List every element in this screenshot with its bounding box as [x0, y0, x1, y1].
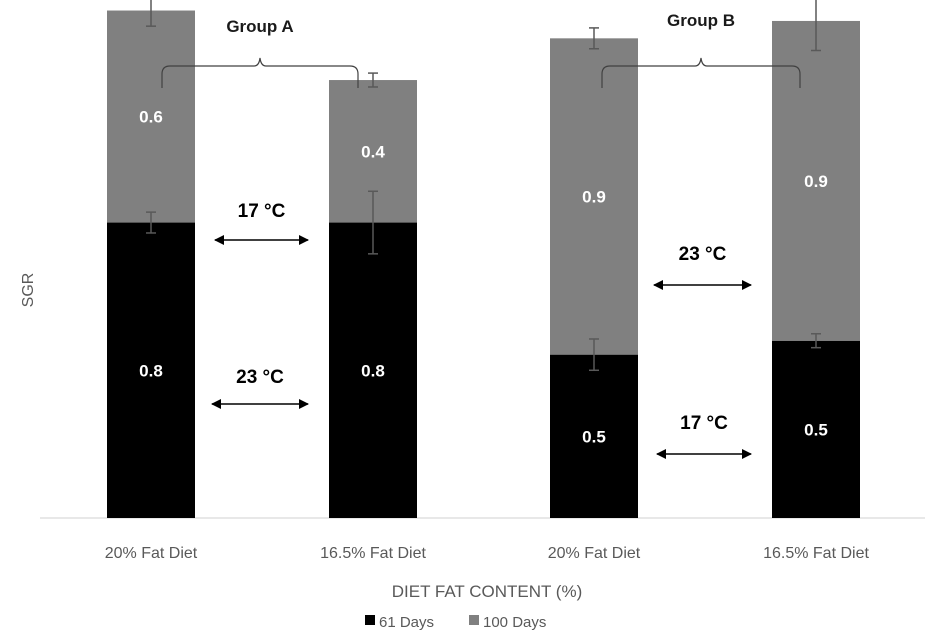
- group-bracket-1: [161, 57, 359, 88]
- data-label-61-days-2: 0.8: [361, 361, 385, 380]
- temperature-label-4: 17 °C: [680, 413, 728, 434]
- temperature-label-2: 23 °C: [236, 367, 284, 388]
- bar-61-days-3: [550, 354, 638, 518]
- data-label-100-days-4: 0.9: [804, 172, 828, 191]
- temperature-label-3: 23 °C: [679, 244, 727, 265]
- x-tick-label-1: 20% Fat Diet: [105, 545, 198, 562]
- legend-label-61-days: 61 Days: [379, 614, 434, 631]
- bar-100-days-1: [107, 10, 195, 223]
- data-label-61-days-1: 0.8: [139, 361, 163, 380]
- bar-100-days-4: [772, 20, 860, 341]
- legend-swatch-61-days: [365, 615, 375, 625]
- group-brackets-layer: Group A Group B: [161, 11, 801, 88]
- legend-label-100-days: 100 Days: [483, 614, 546, 631]
- group-label-1: Group A: [226, 17, 293, 36]
- data-label-100-days-2: 0.4: [361, 142, 385, 161]
- data-label-61-days-3: 0.5: [582, 427, 606, 446]
- data-label-61-days-4: 0.5: [804, 420, 828, 439]
- error-bars-layer: [146, 0, 821, 372]
- bar-61-days-1: [107, 222, 195, 518]
- bar-61-days-4: [772, 340, 860, 518]
- y-axis-title: SGR: [20, 273, 37, 308]
- bar-100-days-3: [550, 38, 638, 355]
- x-tick-label-4: 16.5% Fat Diet: [763, 545, 869, 562]
- x-tick-label-2: 16.5% Fat Diet: [320, 545, 426, 562]
- legend: 61 Days 100 Days: [365, 614, 546, 631]
- legend-swatch-100-days: [469, 615, 479, 625]
- annotations-layer: 17 °C 23 °C 23 °C 17 °C: [211, 201, 752, 459]
- group-bracket-2: [601, 57, 801, 88]
- bar-61-days-2: [329, 222, 417, 518]
- x-tick-label-3: 20% Fat Diet: [548, 545, 641, 562]
- data-label-100-days-1: 0.6: [139, 108, 163, 127]
- data-labels-layer: 0.8 0.6 0.8 0.4 0.5 0.9 0.5 0.9: [139, 108, 828, 447]
- bars-layer: [107, 10, 860, 518]
- data-label-100-days-3: 0.9: [582, 187, 606, 206]
- group-label-2: Group B: [667, 11, 735, 30]
- tick-labels-layer: 20% Fat Diet 16.5% Fat Diet 20% Fat Diet 16…: [105, 545, 870, 562]
- x-axis-title: DIET FAT CONTENT (%): [392, 582, 582, 601]
- temperature-label-1: 17 °C: [238, 201, 286, 222]
